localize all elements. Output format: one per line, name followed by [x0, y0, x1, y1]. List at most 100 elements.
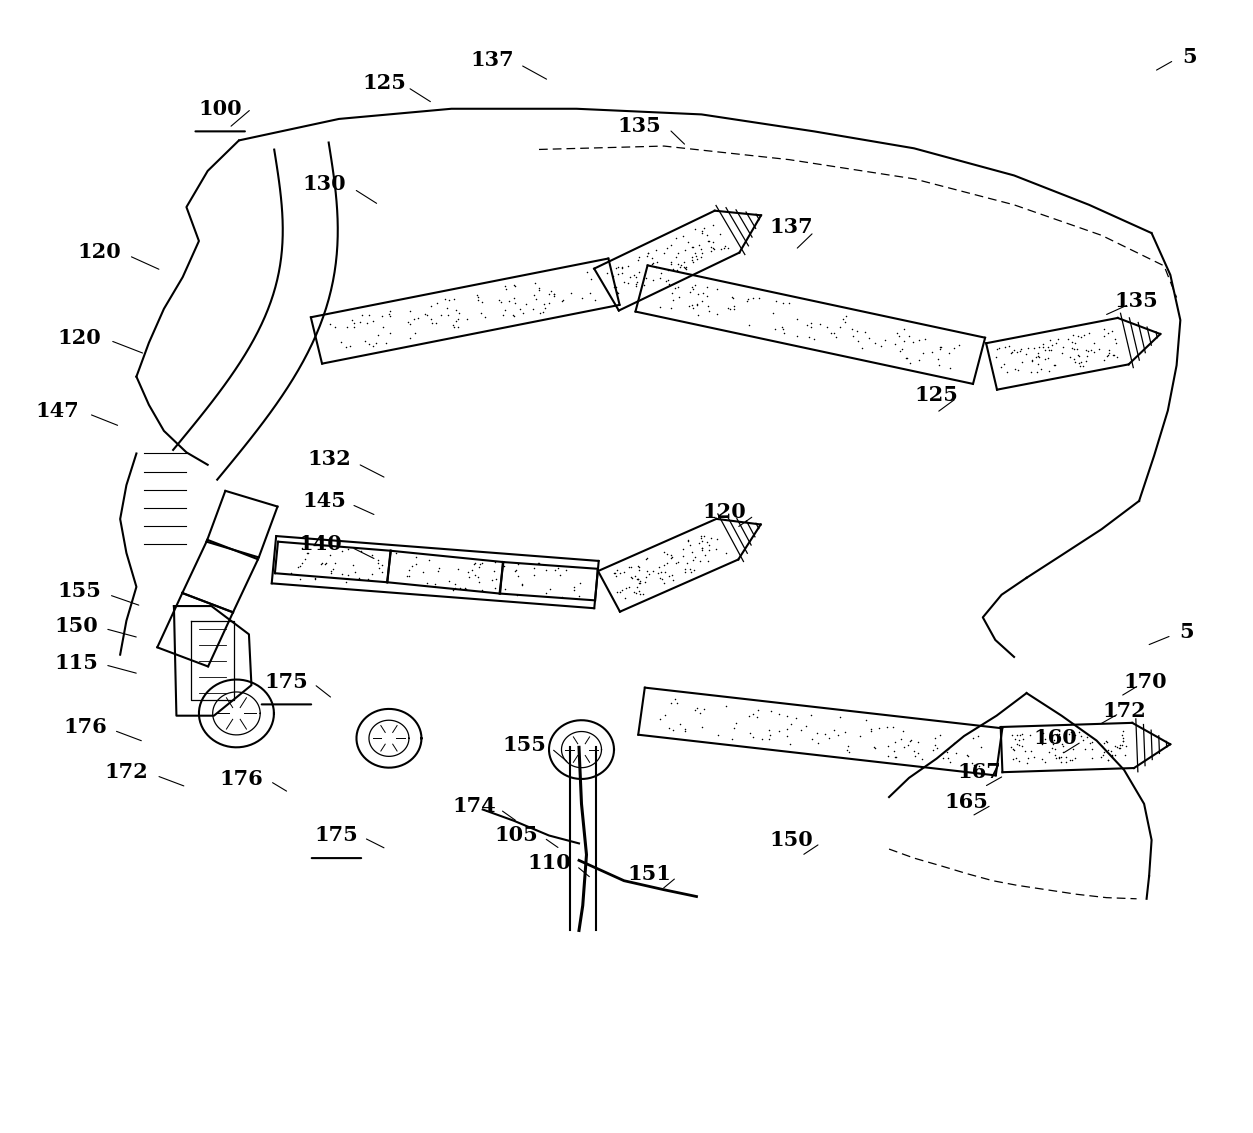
Point [507, 566, 528, 585]
Point [692, 245, 712, 263]
Point [692, 224, 712, 242]
Point [662, 255, 682, 273]
Point [690, 704, 710, 722]
Point [1094, 743, 1114, 761]
Point [786, 709, 806, 727]
Point [670, 715, 690, 733]
Point [834, 723, 855, 741]
Point [679, 297, 699, 315]
Point [657, 239, 677, 257]
Point [332, 542, 352, 560]
Point [861, 721, 881, 739]
Point [312, 554, 332, 572]
Text: 167: 167 [957, 763, 1001, 782]
Point [655, 706, 675, 724]
Point [510, 300, 530, 318]
Point [903, 742, 923, 760]
Point [891, 730, 911, 748]
Point [469, 573, 489, 591]
Point [492, 306, 512, 324]
Point [658, 271, 678, 289]
Point [1029, 348, 1049, 366]
Point [847, 322, 867, 340]
Point [655, 563, 675, 581]
Point [580, 284, 600, 303]
Point [1032, 334, 1053, 352]
Point [509, 555, 529, 573]
Point [724, 719, 744, 738]
Point [832, 309, 852, 327]
Point [901, 731, 921, 749]
Point [504, 307, 524, 325]
Point [499, 291, 519, 309]
Point [891, 340, 911, 358]
Point [689, 236, 709, 254]
Point [971, 738, 991, 756]
Point [421, 297, 441, 315]
Point [462, 561, 482, 579]
Point [401, 315, 421, 333]
Point [886, 748, 906, 766]
Point [660, 236, 680, 254]
Point [606, 582, 626, 600]
Point [1081, 341, 1101, 359]
Point [457, 310, 477, 329]
Point [1012, 736, 1032, 755]
Point [893, 332, 913, 350]
Point [693, 531, 713, 550]
Point [467, 290, 487, 308]
Point [604, 564, 624, 582]
Point [1071, 353, 1091, 372]
Point [926, 736, 946, 755]
Text: 155: 155 [56, 581, 100, 602]
Point [707, 305, 727, 323]
Point [446, 300, 466, 318]
Point [619, 578, 639, 596]
Point [991, 358, 1011, 376]
Point [464, 554, 484, 572]
Point [834, 313, 855, 331]
Point [1084, 334, 1104, 352]
Point [683, 238, 703, 256]
Point [444, 290, 464, 308]
Point [450, 579, 470, 597]
Point [654, 244, 674, 262]
Point [723, 730, 743, 748]
Point [861, 722, 881, 740]
Point [550, 566, 570, 585]
Point [1084, 343, 1104, 361]
Point [1034, 338, 1054, 356]
Point [1064, 350, 1084, 368]
Point [649, 557, 669, 576]
Point [1071, 726, 1091, 744]
Point [317, 554, 337, 572]
Point [539, 284, 559, 303]
Text: 100: 100 [198, 99, 242, 119]
Point [724, 297, 744, 315]
Point [439, 572, 459, 590]
Point [723, 289, 743, 307]
Point [941, 358, 961, 376]
Point [535, 299, 555, 317]
Point [297, 544, 317, 562]
Text: 147: 147 [36, 401, 79, 420]
Point [1079, 324, 1099, 342]
Point [551, 291, 571, 309]
Point [1098, 346, 1118, 364]
Point [629, 248, 649, 266]
Point [1074, 325, 1094, 343]
Point [524, 286, 544, 304]
Point [545, 561, 565, 579]
Point [768, 706, 788, 724]
Point [743, 729, 763, 747]
Point [688, 296, 708, 314]
Point [426, 314, 446, 332]
Point [933, 749, 954, 767]
Point [1019, 339, 1039, 357]
Point [449, 304, 469, 322]
Point [887, 324, 907, 342]
Point [629, 561, 649, 579]
Point [366, 333, 386, 351]
Point [1061, 723, 1081, 741]
Point [1040, 331, 1060, 349]
